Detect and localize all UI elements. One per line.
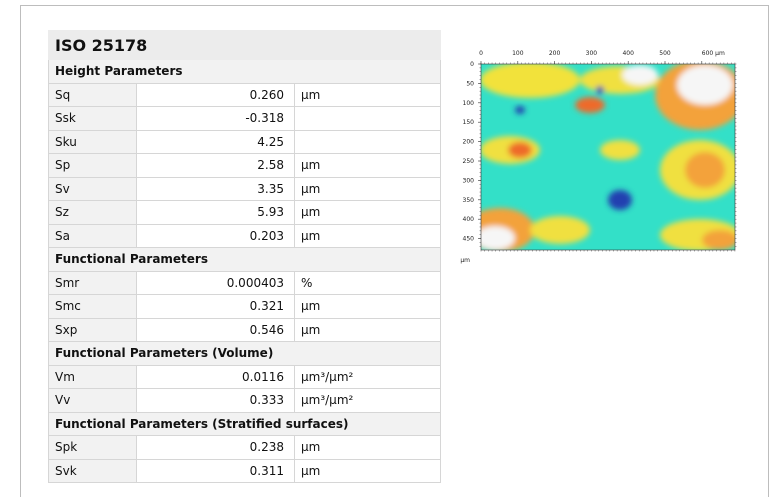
x-tick-label: 200 [549,50,561,57]
x-tick-label: 0 [479,50,483,57]
x-tick-label: 600 µm [702,50,725,57]
y-tick-label: 0 [470,61,474,68]
y-tick-label: 350 [463,197,475,204]
height-image [465,60,745,252]
y-tick-label: 200 [463,139,475,146]
y-tick-label: 300 [463,177,475,184]
y-tick-label: 450 [463,236,475,243]
page: {"table": {"title": "ISO 25178", "sectio… [0,0,778,501]
x-tick-label: 400 [622,50,634,57]
surface-map: 0 100 200 300 400 500 600 µm 0 50 100 150 200 250 300… [0,0,778,501]
y-tick-label: 400 [463,216,475,223]
x-tick-label: 100 [512,50,524,57]
y-tick-label: 150 [463,119,475,126]
y-tick-label: 50 [466,80,474,87]
x-tick-label: 300 [586,50,598,57]
x-tick-label: 500 [659,50,671,57]
y-tick-label: 100 [463,100,475,107]
y-unit-label: µm [460,257,470,264]
y-tick-label: 250 [463,158,475,165]
